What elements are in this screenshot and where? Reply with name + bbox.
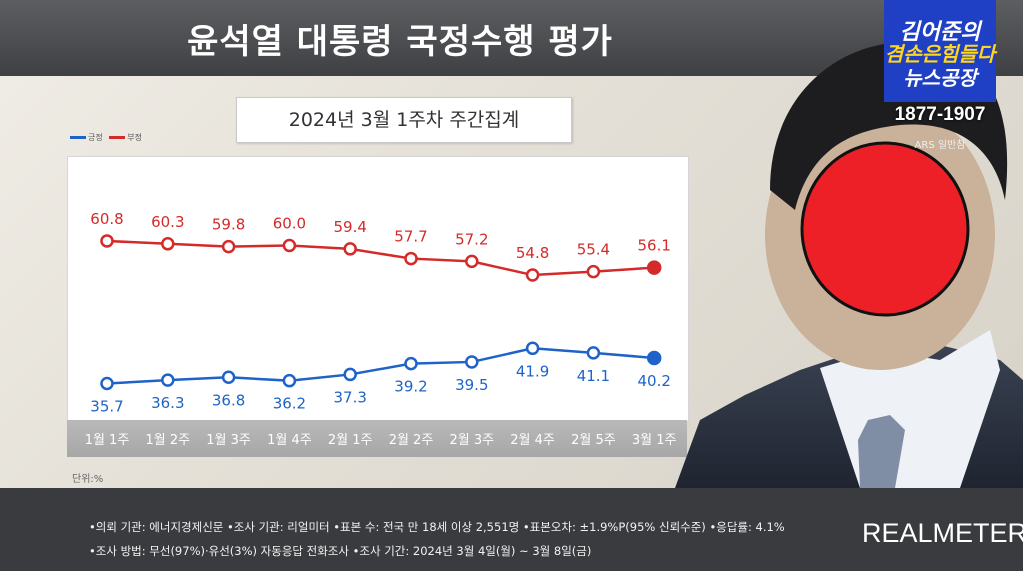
x-tick-label: 2월 1주 bbox=[328, 433, 373, 448]
legend: 긍정 부정 bbox=[70, 132, 142, 143]
phone-number: 1877-1907 bbox=[894, 104, 986, 125]
negative-data-label: 56.1 bbox=[637, 237, 670, 255]
legend-negative-label: 부정 bbox=[127, 133, 143, 142]
x-tick-label: 2월 4주 bbox=[510, 433, 555, 448]
x-tick-label: 1월 1주 bbox=[85, 433, 130, 448]
logo-line3: 뉴스공장 bbox=[903, 66, 977, 90]
positive-data-label: 40.2 bbox=[637, 372, 670, 390]
positive-point bbox=[404, 356, 418, 371]
footer: •의뢰 기관: 에너지경제신문 •조사 기관: 리얼미터 •표본 수: 전국 만… bbox=[0, 488, 1023, 571]
negative-data-label: 57.2 bbox=[455, 230, 488, 248]
brand-logo: REALMETER bbox=[862, 518, 1023, 548]
legend-negative-swatch bbox=[109, 136, 126, 139]
unit-label: 단위:% bbox=[72, 474, 104, 485]
positive-data-label: 36.2 bbox=[273, 395, 306, 413]
negative-data-label: 59.8 bbox=[212, 216, 245, 234]
positive-data-label: 35.7 bbox=[90, 398, 123, 416]
negative-point bbox=[586, 264, 601, 279]
x-tick-label: 1월 4주 bbox=[267, 433, 312, 448]
negative-point bbox=[646, 260, 662, 275]
x-tick-label: 1월 2주 bbox=[145, 433, 190, 448]
positive-point bbox=[525, 341, 540, 356]
negative-point bbox=[161, 237, 175, 251]
chart-subtitle: 2024년 3월 1주차 주간집계 bbox=[236, 97, 572, 143]
positive-point bbox=[646, 350, 662, 366]
footer-line1: •의뢰 기관: 에너지경제신문 •조사 기관: 리얼미터 •표본 수: 전국 만… bbox=[89, 520, 785, 534]
positive-point bbox=[586, 346, 601, 360]
positive-data-label: 39.5 bbox=[455, 376, 488, 394]
positive-point bbox=[100, 376, 114, 391]
positive-data-label: 36.8 bbox=[212, 391, 245, 409]
negative-point bbox=[282, 238, 297, 253]
program-logo: 김어준의 겸손은힘들다 뉴스공장 bbox=[884, 0, 996, 102]
title-bar: 윤석열 대통령 국정수행 평가 bbox=[0, 0, 1023, 76]
negative-data-label: 55.4 bbox=[577, 241, 610, 259]
negative-point bbox=[465, 254, 479, 269]
positive-data-label: 37.3 bbox=[333, 388, 366, 406]
positive-series-line bbox=[106, 347, 655, 385]
logo-line2: 겸손은힘들다 bbox=[884, 42, 996, 66]
negative-series-line bbox=[106, 239, 655, 277]
negative-data-label: 60.3 bbox=[151, 213, 184, 231]
page-title: 윤석열 대통령 국정수행 평가 bbox=[187, 22, 613, 62]
positive-point bbox=[465, 355, 479, 369]
x-tick-label: 2월 5주 bbox=[571, 433, 616, 448]
positive-data-label: 36.3 bbox=[151, 394, 184, 412]
logo-line1: 김어준의 bbox=[899, 20, 981, 45]
footer-line2: •조사 방법: 무선(97%)·유선(3%) 자동응답 전화조사 •조사 기간:… bbox=[89, 544, 592, 558]
negative-data-label: 54.8 bbox=[516, 244, 549, 262]
positive-point bbox=[221, 370, 236, 385]
x-tick-label: 2월 3주 bbox=[449, 433, 494, 448]
positive-point bbox=[161, 373, 175, 387]
positive-point bbox=[343, 367, 357, 382]
legend-positive-swatch bbox=[70, 136, 86, 139]
positive-point bbox=[282, 373, 297, 388]
positive-data-label: 39.2 bbox=[394, 378, 427, 396]
negative-data-label: 59.4 bbox=[333, 218, 366, 236]
negative-point bbox=[343, 242, 357, 256]
x-axis-band bbox=[67, 420, 687, 457]
negative-data-label: 57.7 bbox=[394, 228, 427, 246]
negative-data-label: 60.8 bbox=[90, 210, 123, 228]
negative-point bbox=[525, 268, 540, 282]
x-tick-label: 3월 1주 bbox=[632, 433, 677, 448]
positive-data-label: 41.9 bbox=[516, 362, 549, 380]
negative-point bbox=[221, 239, 236, 254]
positive-data-label: 41.1 bbox=[577, 367, 610, 385]
face-redaction-circle bbox=[800, 141, 970, 317]
x-tick-label: 1월 3주 bbox=[206, 433, 251, 448]
negative-data-label: 60.0 bbox=[273, 215, 306, 233]
negative-point bbox=[100, 234, 114, 248]
x-tick-label: 2월 2주 bbox=[389, 433, 434, 448]
ars-label: ARS 일반참 bbox=[914, 140, 966, 151]
negative-point bbox=[404, 251, 418, 266]
legend-positive-label: 긍정 bbox=[88, 133, 103, 142]
